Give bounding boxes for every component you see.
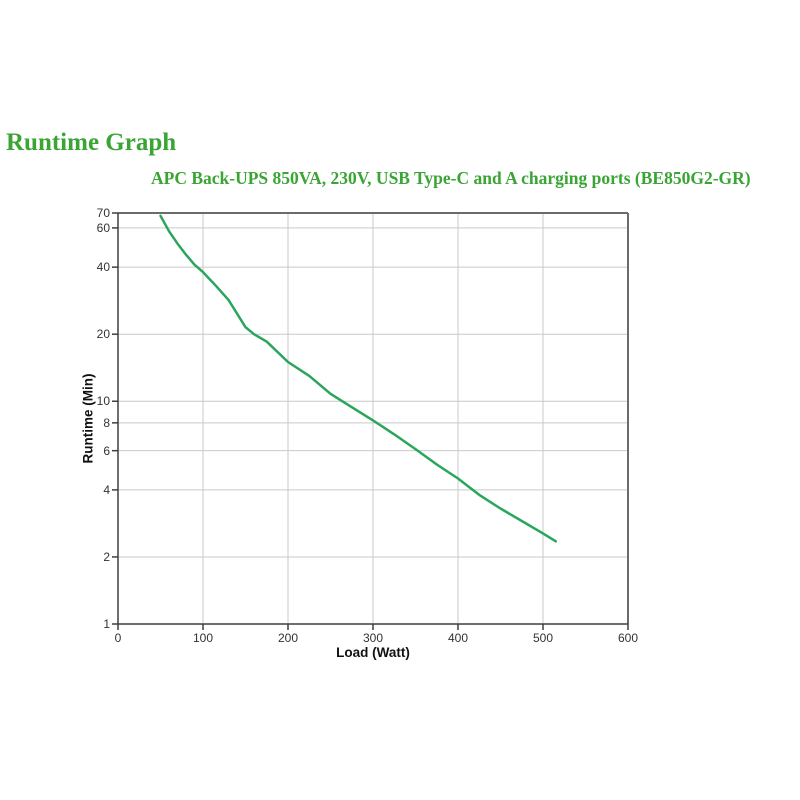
y-tick-label: 1 [103,617,110,631]
x-tick-label: 300 [362,631,384,645]
x-tick-label: 500 [532,631,554,645]
y-tick-label: 2 [103,549,110,564]
x-tick-label: 100 [192,631,214,645]
y-tick-label: 20 [96,327,110,342]
chart-subtitle: APC Back-UPS 850VA, 230V, USB Type-C and… [151,168,751,188]
page-title: Runtime Graph [6,129,177,156]
y-tick-label: 4 [103,482,110,497]
x-tick-label: 600 [617,631,639,645]
x-tick-label: 200 [277,631,299,645]
x-tick-label: 0 [114,631,122,645]
y-tick-label: 70 [96,206,110,220]
y-tick-label: 10 [96,394,110,409]
y-tick-label: 40 [96,260,110,275]
y-tick-label: 60 [96,220,110,235]
x-tick-label: 400 [447,631,469,645]
y-tick-label: 8 [103,415,110,430]
runtime-curve [159,214,558,543]
y-axis-title: Runtime (Min) [80,373,96,464]
x-axis-title: Load (Watt) [336,645,410,660]
y-tick-label: 6 [103,443,110,458]
